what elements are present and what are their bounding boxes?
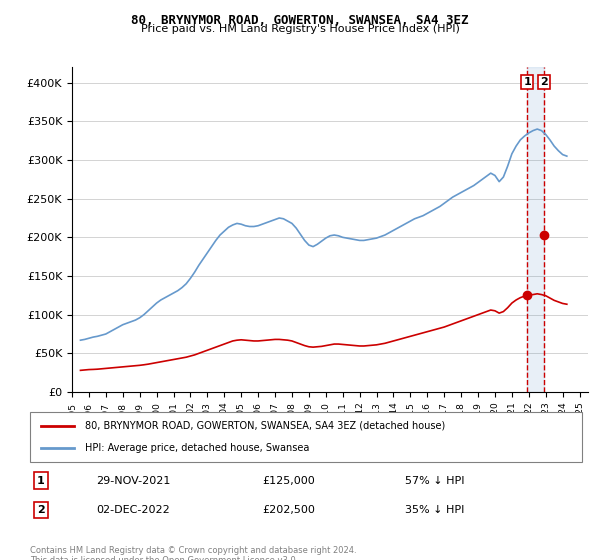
Text: HPI: Average price, detached house, Swansea: HPI: Average price, detached house, Swan… (85, 443, 310, 453)
Text: £125,000: £125,000 (262, 476, 314, 486)
Text: £202,500: £202,500 (262, 505, 315, 515)
FancyBboxPatch shape (30, 412, 582, 462)
Text: 29-NOV-2021: 29-NOV-2021 (96, 476, 170, 486)
Text: 2: 2 (37, 505, 45, 515)
Text: 35% ↓ HPI: 35% ↓ HPI (406, 505, 465, 515)
Text: Contains HM Land Registry data © Crown copyright and database right 2024.
This d: Contains HM Land Registry data © Crown c… (30, 546, 356, 560)
Text: 1: 1 (524, 77, 531, 87)
Text: Price paid vs. HM Land Registry's House Price Index (HPI): Price paid vs. HM Land Registry's House … (140, 24, 460, 34)
Bar (527, 67, 544, 392)
Text: 80, BRYNYMOR ROAD, GOWERTON, SWANSEA, SA4 3EZ: 80, BRYNYMOR ROAD, GOWERTON, SWANSEA, SA… (131, 14, 469, 27)
Text: 80, BRYNYMOR ROAD, GOWERTON, SWANSEA, SA4 3EZ (detached house): 80, BRYNYMOR ROAD, GOWERTON, SWANSEA, SA… (85, 421, 445, 431)
Text: 02-DEC-2022: 02-DEC-2022 (96, 505, 170, 515)
Text: 57% ↓ HPI: 57% ↓ HPI (406, 476, 465, 486)
Text: 1: 1 (37, 476, 45, 486)
Text: 2: 2 (541, 77, 548, 87)
